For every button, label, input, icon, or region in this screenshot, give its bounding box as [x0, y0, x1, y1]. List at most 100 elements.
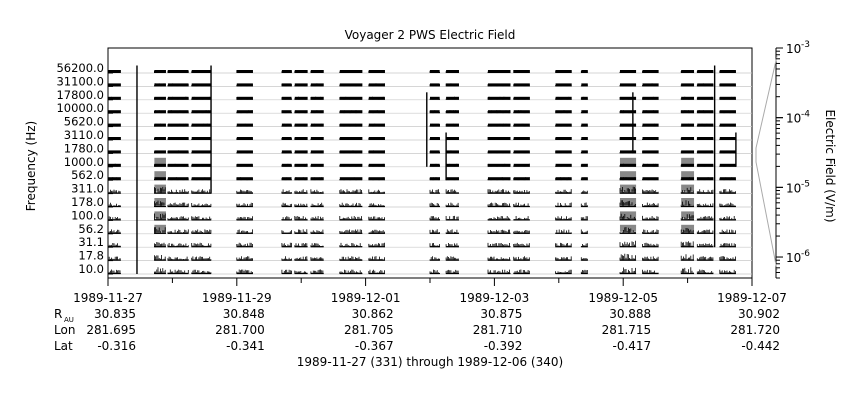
trace-spikes — [580, 229, 588, 234]
trace-spikes — [339, 96, 362, 100]
trace-band — [281, 96, 292, 100]
trace-spikes — [368, 189, 385, 194]
trace-spikes — [191, 110, 212, 114]
data-trace — [642, 70, 659, 73]
trace-spikes — [696, 150, 714, 154]
data-trace — [719, 269, 736, 275]
x-tick-label: 1989-11-29 — [202, 291, 272, 305]
trace-spikes — [339, 70, 362, 73]
trace-spikes — [719, 269, 736, 274]
data-trace — [294, 70, 308, 73]
data-trace — [191, 203, 212, 208]
data-trace — [619, 224, 637, 234]
data-trace — [310, 123, 324, 127]
data-trace — [107, 96, 121, 100]
trace-band — [294, 123, 308, 127]
data-trace — [167, 202, 189, 208]
trace-spikes — [680, 83, 694, 87]
trace-spikes — [310, 164, 324, 167]
trace-spikes — [513, 123, 530, 127]
data-trace — [487, 96, 511, 100]
data-trace — [154, 211, 166, 221]
trace-spikes — [167, 163, 189, 167]
ephemeris-value: 30.862 — [352, 307, 394, 321]
trace-spikes — [680, 123, 694, 127]
trace-spikes — [310, 70, 324, 73]
data-trace — [696, 83, 714, 87]
trace-spikes — [310, 123, 324, 127]
trace-spikes — [167, 202, 189, 207]
trace-band — [191, 123, 212, 127]
ephemeris-label-sub: AU — [64, 316, 74, 324]
trace-spikes — [167, 269, 189, 274]
trace-spikes — [487, 177, 510, 181]
trace-spikes — [513, 190, 530, 194]
data-trace — [368, 110, 385, 114]
data-trace — [487, 70, 511, 73]
trace-spikes — [696, 123, 714, 127]
data-trace — [191, 256, 212, 261]
trace-spikes — [580, 216, 588, 221]
data-trace — [281, 83, 292, 87]
ephemeris-value: 281.710 — [473, 323, 523, 337]
trace-spikes — [294, 83, 308, 87]
trace-band — [191, 137, 212, 140]
data-trace — [154, 137, 166, 140]
trace-spikes — [580, 150, 588, 154]
trace-spikes — [719, 150, 736, 154]
y-tick-label: 311.0 — [71, 182, 104, 196]
trace-band — [294, 110, 308, 114]
trace-spikes — [339, 269, 362, 274]
trace-spikes — [339, 202, 362, 207]
trace-spikes — [445, 96, 459, 100]
data-trace — [580, 70, 588, 73]
data-trace — [445, 163, 459, 167]
data-trace — [619, 184, 637, 194]
data-trace — [680, 211, 695, 221]
data-trace — [281, 70, 292, 73]
data-trace — [580, 83, 588, 87]
colorbar-tick-exponent: -5 — [801, 179, 810, 189]
trace-spikes — [696, 229, 714, 234]
trace-spikes — [619, 123, 636, 127]
data-trace — [310, 243, 324, 248]
enhanced-band — [619, 157, 637, 165]
data-trace — [294, 137, 308, 140]
trace-spikes — [154, 255, 166, 261]
data-trace — [154, 150, 166, 154]
data-trace — [719, 256, 736, 261]
trace-band — [619, 110, 637, 114]
data-trace — [487, 256, 511, 261]
trace-spikes — [680, 164, 694, 167]
data-trace — [680, 96, 695, 100]
trace-band — [108, 177, 121, 181]
data-trace — [167, 70, 189, 73]
trace-spikes — [281, 83, 292, 87]
trace-spikes — [619, 150, 636, 154]
trace-band — [581, 123, 588, 127]
data-trace — [680, 267, 695, 275]
data-trace — [429, 150, 440, 154]
data-trace — [339, 163, 363, 167]
data-trace — [445, 202, 459, 208]
trace-band — [108, 96, 121, 100]
trace-spikes — [580, 124, 588, 127]
data-trace — [294, 216, 308, 221]
ephemeris-label: R — [54, 307, 62, 321]
y-tick-label: 31.1 — [78, 235, 104, 249]
trace-spikes — [696, 269, 714, 274]
trace-spikes — [310, 177, 324, 181]
trace-spikes — [236, 70, 253, 73]
trace-spikes — [107, 96, 121, 100]
data-trace — [680, 241, 695, 248]
data-trace — [555, 70, 572, 73]
data-trace — [339, 229, 363, 234]
trace-spikes — [368, 229, 385, 234]
data-trace — [719, 150, 736, 154]
data-trace — [191, 83, 212, 87]
trace-spikes — [339, 229, 362, 234]
data-trace — [368, 83, 385, 87]
data-trace — [107, 256, 121, 261]
trace-band — [446, 110, 459, 114]
data-trace — [429, 137, 440, 140]
